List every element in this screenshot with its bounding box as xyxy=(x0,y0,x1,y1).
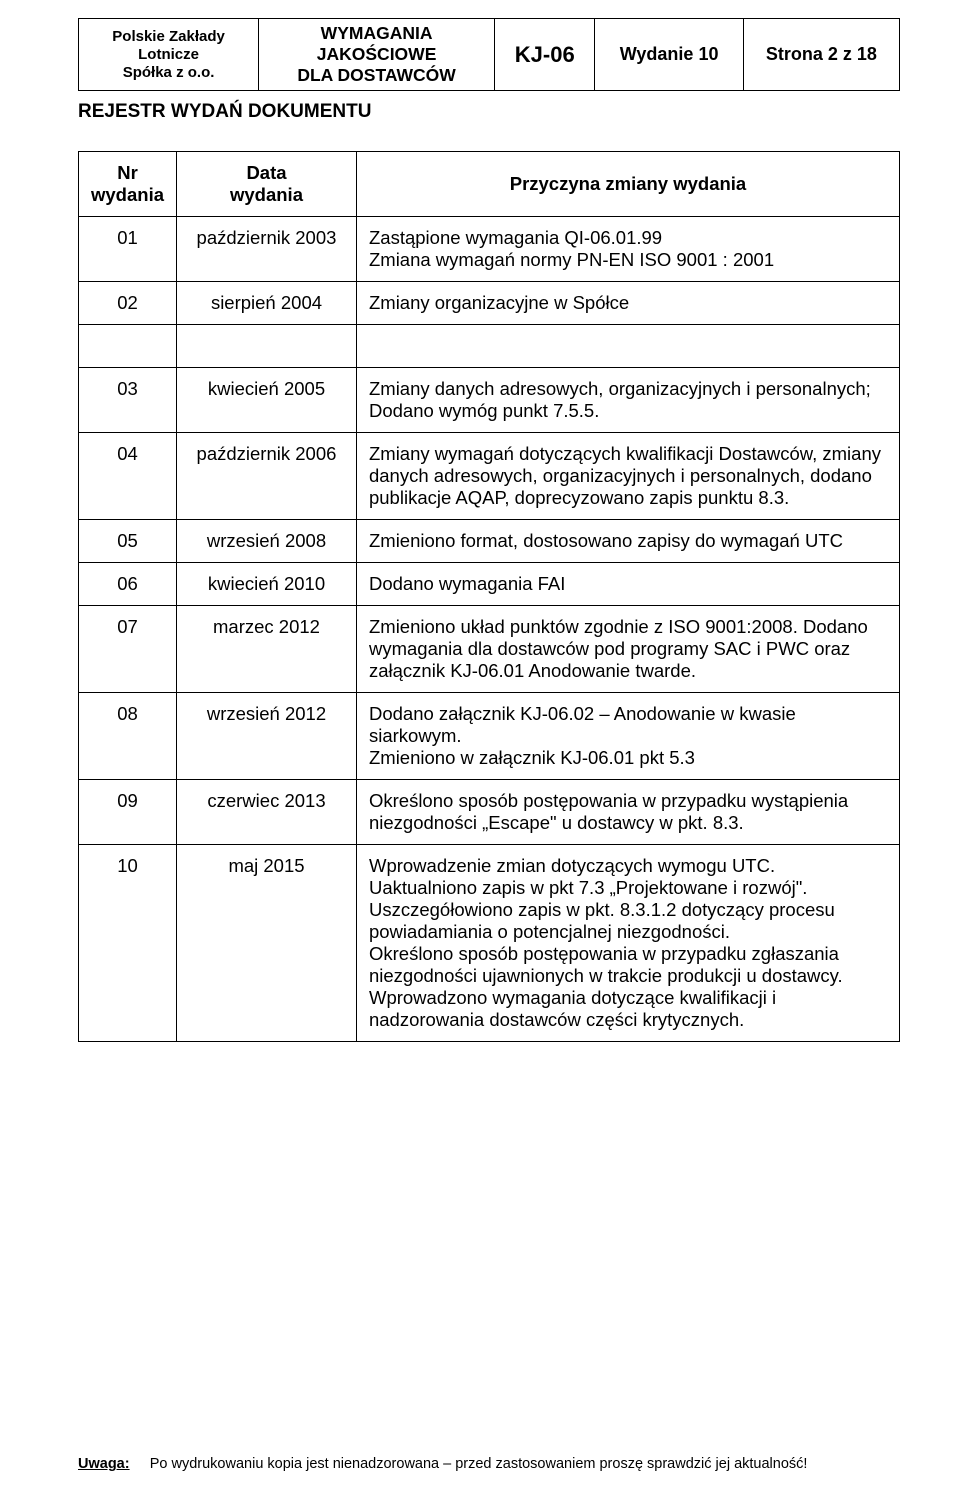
footer-note: Uwaga: Po wydrukowaniu kopia jest nienad… xyxy=(78,1456,900,1472)
cell-date: wrzesień 2012 xyxy=(177,693,357,780)
cell-description: Określono sposób postępowania w przypadk… xyxy=(356,780,899,845)
footer-label: Uwaga: xyxy=(78,1456,130,1472)
register-title: REJESTR WYDAŃ DOKUMENTU xyxy=(78,101,900,123)
cell-date: maj 2015 xyxy=(177,845,357,1042)
separator-row xyxy=(79,325,900,368)
cell-date: październik 2006 xyxy=(177,433,357,520)
table-row: 05wrzesień 2008Zmieniono format, dostoso… xyxy=(79,520,900,563)
cell-nr: 10 xyxy=(79,845,177,1042)
cell-date: czerwiec 2013 xyxy=(177,780,357,845)
cell-nr: 07 xyxy=(79,606,177,693)
cell-date: wrzesień 2008 xyxy=(177,520,357,563)
editions-table: Nr wydania Data wydania Przyczyna zmiany… xyxy=(78,151,900,1042)
table-row: 01październik 2003Zastąpione wymagania Q… xyxy=(79,217,900,282)
edition-no: 10 xyxy=(698,44,718,64)
table-row: 04październik 2006Zmiany wymagań dotyczą… xyxy=(79,433,900,520)
cell-description: Zmieniono układ punktów zgodnie z ISO 90… xyxy=(356,606,899,693)
cell-nr: 09 xyxy=(79,780,177,845)
cell-date: sierpień 2004 xyxy=(177,282,357,325)
title-line2: DLA DOSTAWCÓW xyxy=(297,65,455,85)
header-title: WYMAGANIA JAKOŚCIOWE DLA DOSTAWCÓW xyxy=(259,19,495,91)
company-line2: Spółka z o.o. xyxy=(123,64,215,81)
company-line1: Polskie Zakłady Lotnicze xyxy=(112,28,225,63)
header-company: Polskie Zakłady Lotnicze Spółka z o.o. xyxy=(79,19,259,91)
cell-description: Zmiany wymagań dotyczących kwalifikacji … xyxy=(356,433,899,520)
cell-description: Zmieniono format, dostosowano zapisy do … xyxy=(356,520,899,563)
header-edition: Wydanie 10 xyxy=(595,19,743,91)
header-code: KJ-06 xyxy=(495,19,595,91)
table-row: 09czerwiec 2013Określono sposób postępow… xyxy=(79,780,900,845)
cell-date: kwiecień 2010 xyxy=(177,563,357,606)
header-page: Strona 2 z 18 xyxy=(743,19,899,91)
table-row: 03kwiecień 2005Zmiany danych adresowych,… xyxy=(79,368,900,433)
cell-nr: 04 xyxy=(79,433,177,520)
cell-nr: 02 xyxy=(79,282,177,325)
table-row: 10maj 2015Wprowadzenie zmian dotyczących… xyxy=(79,845,900,1042)
cell-date: marzec 2012 xyxy=(177,606,357,693)
cell-description: Zmiany organizacyjne w Spółce xyxy=(356,282,899,325)
col-header-nr: Nr wydania xyxy=(79,152,177,217)
col-header-reason: Przyczyna zmiany wydania xyxy=(356,152,899,217)
title-line1: WYMAGANIA JAKOŚCIOWE xyxy=(317,23,437,64)
cell-nr: 03 xyxy=(79,368,177,433)
cell-nr: 06 xyxy=(79,563,177,606)
cell-nr: 05 xyxy=(79,520,177,563)
cell-description: Dodano wymagania FAI xyxy=(356,563,899,606)
cell-nr: 08 xyxy=(79,693,177,780)
edition-label: Wydanie xyxy=(620,44,694,64)
cell-description: Dodano załącznik KJ-06.02 – Anodowanie w… xyxy=(356,693,899,780)
cell-description: Zastąpione wymagania QI-06.01.99Zmiana w… xyxy=(356,217,899,282)
table-row: 02sierpień 2004Zmiany organizacyjne w Sp… xyxy=(79,282,900,325)
cell-date: kwiecień 2005 xyxy=(177,368,357,433)
table-row: 06kwiecień 2010Dodano wymagania FAI xyxy=(79,563,900,606)
cell-description: Wprowadzenie zmian dotyczących wymogu UT… xyxy=(356,845,899,1042)
document-header-table: Polskie Zakłady Lotnicze Spółka z o.o. W… xyxy=(78,18,900,91)
table-row: 08wrzesień 2012Dodano załącznik KJ-06.02… xyxy=(79,693,900,780)
cell-description: Zmiany danych adresowych, organizacyjnyc… xyxy=(356,368,899,433)
col-header-date: Data wydania xyxy=(177,152,357,217)
footer-text: Po wydrukowaniu kopia jest nienadzorowan… xyxy=(150,1456,808,1472)
cell-nr: 01 xyxy=(79,217,177,282)
cell-date: październik 2003 xyxy=(177,217,357,282)
table-row: 07marzec 2012Zmieniono układ punktów zgo… xyxy=(79,606,900,693)
